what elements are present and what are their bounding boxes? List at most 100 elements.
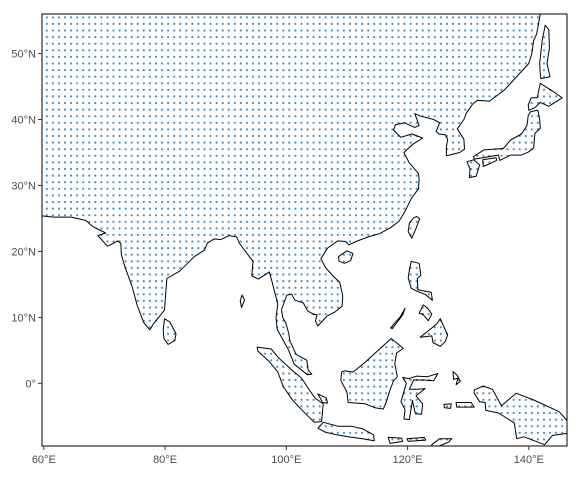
grid-point	[354, 154, 358, 157]
grid-point	[148, 82, 151, 85]
grid-point	[324, 194, 327, 197]
grid-point	[421, 82, 424, 85]
grid-point	[342, 207, 345, 210]
grid-point	[306, 134, 309, 138]
grid-point	[215, 75, 218, 78]
grid-point	[294, 286, 297, 289]
grid-point	[173, 75, 176, 78]
grid-point	[312, 167, 315, 171]
grid-point	[264, 62, 267, 65]
grid-point	[227, 187, 230, 190]
grid-point	[136, 240, 139, 243]
grid-point	[142, 220, 145, 223]
grid-point	[251, 181, 255, 184]
grid-point	[251, 75, 255, 78]
grid-point	[179, 16, 182, 19]
grid-point	[167, 88, 170, 91]
grid-point	[476, 69, 479, 72]
grid-point	[221, 29, 224, 32]
grid-point	[264, 101, 267, 105]
grid-point	[409, 378, 412, 382]
grid-point	[70, 187, 73, 190]
grid-point	[361, 29, 364, 32]
grid-point	[82, 121, 85, 124]
grid-point	[367, 69, 370, 72]
grid-point	[136, 293, 139, 296]
grid-point	[330, 187, 333, 190]
grid-point	[136, 148, 139, 151]
grid-point	[294, 227, 297, 230]
grid-point	[276, 141, 279, 144]
grid-point	[118, 69, 121, 72]
grid-point	[215, 108, 218, 111]
grid-point	[100, 148, 103, 151]
grid-point	[500, 75, 503, 78]
grid-point	[373, 398, 376, 401]
grid-point	[342, 378, 345, 382]
grid-point	[45, 194, 48, 197]
grid-point	[148, 174, 151, 177]
grid-point	[167, 174, 170, 177]
grid-point	[51, 29, 55, 32]
grid-point	[518, 398, 521, 401]
grid-point	[433, 69, 436, 72]
grid-point	[342, 62, 345, 65]
grid-point	[524, 62, 527, 65]
grid-point	[264, 29, 267, 32]
grid-point	[276, 167, 279, 171]
grid-point	[294, 22, 297, 25]
grid-point	[221, 233, 224, 236]
grid-point	[51, 128, 55, 131]
grid-point	[391, 161, 394, 164]
grid-point	[336, 88, 339, 91]
grid-point	[276, 260, 279, 263]
grid-point	[118, 161, 121, 164]
grid-point	[409, 194, 412, 197]
grid-point	[82, 148, 85, 151]
grid-point	[130, 49, 133, 52]
grid-point	[282, 253, 285, 256]
grid-point	[191, 181, 194, 184]
grid-point	[160, 247, 164, 250]
grid-point	[385, 365, 388, 368]
grid-point	[160, 134, 164, 138]
coastline-sumbawa	[387, 436, 404, 444]
grid-point	[94, 187, 97, 190]
grid-point	[191, 214, 194, 217]
grid-point	[367, 207, 370, 210]
grid-point	[336, 233, 339, 236]
grid-point	[118, 148, 121, 151]
grid-point	[63, 181, 67, 184]
grid-point	[342, 95, 345, 98]
grid-point	[464, 88, 467, 91]
grid-point	[342, 253, 345, 256]
grid-point	[391, 359, 394, 362]
grid-point	[391, 42, 394, 45]
grid-point	[63, 36, 67, 39]
grid-point	[318, 273, 321, 276]
grid-point	[482, 398, 485, 401]
grid-point	[512, 29, 515, 32]
grid-point	[106, 42, 109, 45]
grid-point	[221, 220, 224, 223]
grid-point	[373, 154, 376, 157]
grid-point	[239, 82, 242, 85]
grid-point	[191, 69, 194, 72]
grid-point	[282, 365, 285, 368]
grid-point	[330, 200, 333, 204]
grid-point	[76, 49, 79, 52]
grid-point	[167, 22, 170, 25]
grid-point	[330, 62, 333, 65]
grid-point	[154, 101, 158, 105]
grid-point	[336, 286, 339, 289]
grid-point	[185, 49, 188, 52]
grid-point	[118, 134, 121, 138]
grid-point	[512, 411, 515, 415]
grid-point	[403, 187, 406, 190]
grid-point	[179, 101, 182, 105]
grid-point	[57, 200, 61, 204]
grid-point	[500, 42, 503, 45]
grid-point	[233, 62, 236, 65]
grid-point	[336, 69, 339, 72]
grid-point	[106, 108, 109, 111]
